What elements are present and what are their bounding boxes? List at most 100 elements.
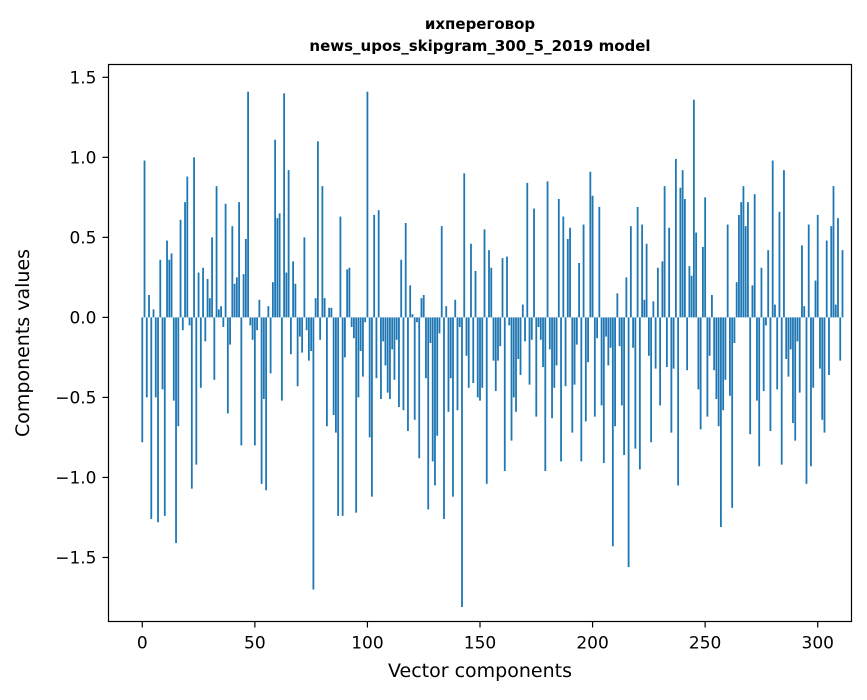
bar bbox=[681, 170, 684, 318]
bar bbox=[346, 269, 349, 318]
bar bbox=[641, 224, 644, 318]
bar bbox=[238, 202, 240, 318]
bar bbox=[510, 317, 513, 441]
bar bbox=[744, 226, 747, 318]
bar bbox=[652, 301, 655, 318]
bar bbox=[447, 317, 450, 412]
bar bbox=[285, 272, 288, 318]
bar bbox=[404, 222, 407, 318]
bar bbox=[553, 317, 556, 388]
bar bbox=[389, 317, 391, 400]
bar bbox=[208, 298, 211, 318]
bar bbox=[717, 317, 720, 427]
bar bbox=[298, 317, 301, 337]
bar bbox=[713, 317, 716, 371]
bar bbox=[382, 317, 385, 342]
bar bbox=[393, 317, 396, 380]
bar bbox=[654, 317, 657, 369]
bar bbox=[582, 224, 585, 318]
bar bbox=[202, 267, 204, 318]
bar bbox=[256, 317, 258, 331]
bar bbox=[726, 224, 729, 318]
bar bbox=[364, 317, 367, 323]
bar bbox=[524, 317, 526, 342]
bar bbox=[425, 317, 427, 379]
bar bbox=[434, 317, 436, 486]
bar bbox=[605, 317, 607, 337]
bar bbox=[348, 267, 351, 318]
bar bbox=[398, 317, 400, 408]
bar bbox=[222, 317, 225, 327]
bar bbox=[253, 317, 256, 446]
bar bbox=[627, 317, 630, 568]
bar bbox=[771, 160, 774, 318]
bar bbox=[454, 299, 457, 318]
bar bbox=[440, 226, 443, 318]
bar bbox=[461, 317, 463, 608]
bar bbox=[452, 317, 454, 497]
bar bbox=[168, 259, 171, 318]
bar bbox=[413, 317, 416, 420]
bar bbox=[724, 317, 727, 380]
bar bbox=[206, 278, 209, 318]
bar bbox=[499, 317, 502, 347]
bar bbox=[215, 186, 218, 318]
bar bbox=[465, 317, 468, 356]
bar bbox=[145, 317, 148, 398]
bar bbox=[303, 237, 306, 318]
y-tick-label: 1.0 bbox=[69, 148, 96, 168]
bar bbox=[357, 317, 360, 398]
bar bbox=[483, 229, 486, 318]
bar bbox=[711, 294, 713, 318]
bar bbox=[697, 317, 700, 390]
bar bbox=[339, 216, 342, 318]
bar bbox=[305, 317, 308, 331]
bar bbox=[566, 238, 569, 318]
bar bbox=[177, 317, 180, 427]
x-tick-label: 250 bbox=[689, 634, 721, 654]
bar bbox=[152, 309, 155, 318]
bar bbox=[316, 141, 319, 318]
bar bbox=[614, 317, 616, 427]
bar bbox=[749, 317, 752, 435]
bar bbox=[193, 157, 195, 318]
bar bbox=[629, 226, 632, 318]
bar bbox=[481, 317, 484, 388]
bar bbox=[427, 317, 430, 510]
bar bbox=[249, 317, 252, 326]
bar bbox=[328, 307, 331, 318]
bar bbox=[157, 317, 159, 523]
bar bbox=[785, 317, 788, 359]
bar bbox=[733, 317, 736, 343]
bar bbox=[706, 317, 709, 417]
bar bbox=[515, 317, 517, 412]
bar bbox=[528, 317, 531, 385]
bar bbox=[834, 304, 837, 318]
bar bbox=[647, 317, 650, 356]
bar bbox=[555, 317, 558, 366]
bar bbox=[312, 317, 315, 590]
bar bbox=[821, 317, 824, 420]
bar bbox=[519, 317, 522, 376]
bar bbox=[280, 317, 283, 401]
bar bbox=[747, 202, 749, 318]
bar bbox=[175, 317, 177, 544]
bar bbox=[251, 317, 254, 340]
bar bbox=[607, 317, 610, 366]
bar bbox=[767, 250, 770, 318]
bar bbox=[690, 275, 693, 318]
bar bbox=[497, 317, 499, 361]
bar bbox=[729, 317, 731, 396]
bar bbox=[769, 317, 772, 432]
bar bbox=[598, 206, 601, 318]
y-tick-label: 1.5 bbox=[69, 68, 96, 88]
bar bbox=[677, 317, 680, 486]
bar bbox=[634, 317, 637, 449]
bar bbox=[445, 306, 448, 318]
bar bbox=[517, 317, 520, 359]
bar bbox=[575, 317, 578, 345]
bar bbox=[814, 280, 817, 318]
bar bbox=[229, 317, 231, 345]
bar bbox=[170, 253, 173, 318]
